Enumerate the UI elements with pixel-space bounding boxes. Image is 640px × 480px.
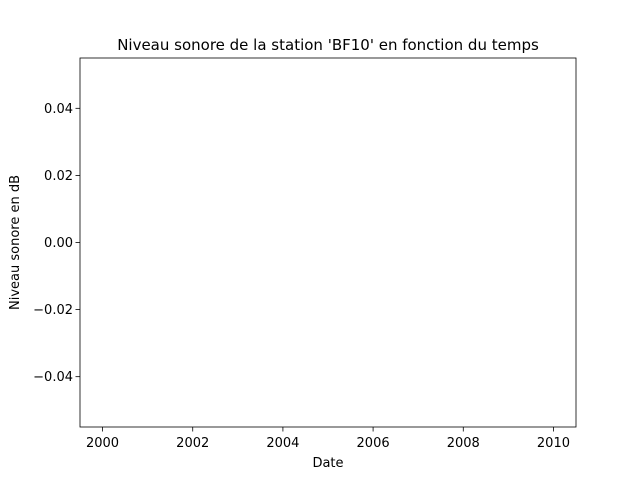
x-axis-label: Date <box>312 456 343 471</box>
x-axis-ticks: 2000 2002 2004 2006 2008 2010 <box>86 427 570 451</box>
y-tick-label: 0.04 <box>44 102 73 117</box>
axes-frame <box>79 57 577 428</box>
x-tick-label: 2006 <box>357 436 390 451</box>
chart-title: Niveau sonore de la station 'BF10' en fo… <box>117 36 539 54</box>
x-tick-label: 2004 <box>266 436 299 451</box>
y-tick-label: 0.02 <box>44 169 73 184</box>
y-axis-label: Niveau sonore en dB <box>8 175 23 310</box>
x-tick-label: 2000 <box>86 436 119 451</box>
y-tick-label: −0.04 <box>33 370 73 385</box>
plot-area <box>80 58 576 427</box>
x-tick-label: 2002 <box>176 436 209 451</box>
y-tick-label: 0.00 <box>44 236 73 251</box>
x-tick-label: 2010 <box>537 436 570 451</box>
x-tick-label: 2008 <box>447 436 480 451</box>
y-axis-ticks: 0.04 0.02 0.00 −0.02 −0.04 <box>33 102 80 385</box>
y-tick-label: −0.02 <box>33 303 73 318</box>
